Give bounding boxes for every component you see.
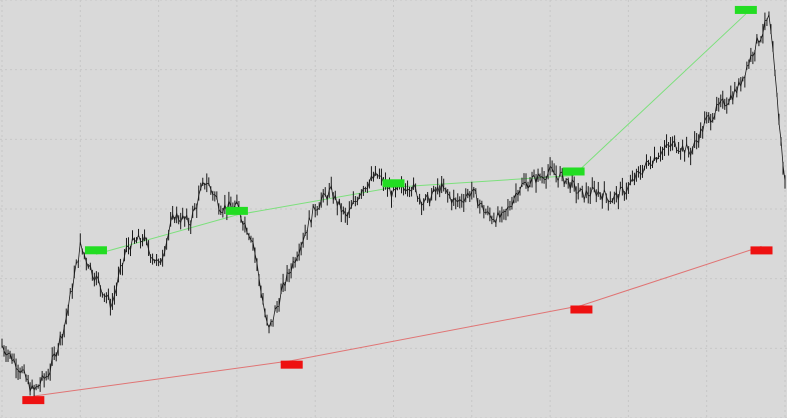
swing-low-marker [750,246,773,255]
price-line [1,14,786,392]
swing-low-marker [280,360,303,369]
swing-low-marker [22,396,45,405]
swing-high-marker [382,179,405,188]
lower-trend-line [33,245,762,397]
swing-low-marker [570,305,593,314]
swing-high-marker [225,206,248,215]
swing-high-marker [84,246,107,255]
swing-high-marker [562,167,585,176]
swing-high-marker [734,5,757,14]
